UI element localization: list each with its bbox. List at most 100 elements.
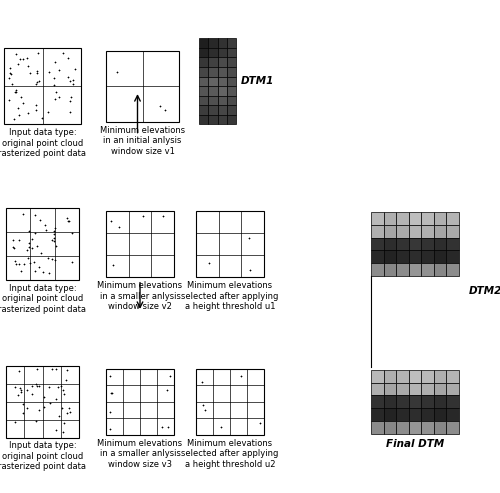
- Bar: [6, 209, 79, 280]
- Bar: [218, 38, 227, 48]
- Bar: [446, 395, 459, 408]
- Text: Input data type:
original point cloud
rasterized point data: Input data type: original point cloud ra…: [0, 129, 86, 158]
- Bar: [434, 421, 446, 434]
- Bar: [106, 369, 174, 435]
- Bar: [446, 238, 459, 250]
- Bar: [227, 57, 236, 67]
- Text: Final DTM: Final DTM: [386, 439, 444, 449]
- Bar: [227, 106, 236, 115]
- Bar: [218, 115, 227, 124]
- Text: Minimum elevations
selected after applying
a height threshold u1: Minimum elevations selected after applyi…: [182, 281, 278, 311]
- Bar: [408, 421, 421, 434]
- Bar: [434, 250, 446, 263]
- Bar: [208, 67, 218, 76]
- Bar: [227, 48, 236, 57]
- Bar: [421, 421, 434, 434]
- Bar: [218, 67, 227, 76]
- Bar: [208, 76, 218, 86]
- Bar: [396, 225, 409, 238]
- Bar: [408, 383, 421, 395]
- Text: Input data type:
original point cloud
rasterized point data: Input data type: original point cloud ra…: [0, 284, 86, 314]
- Bar: [408, 212, 421, 225]
- Bar: [446, 370, 459, 383]
- Bar: [218, 106, 227, 115]
- Bar: [408, 250, 421, 263]
- Bar: [434, 370, 446, 383]
- Bar: [218, 86, 227, 96]
- Bar: [408, 238, 421, 250]
- Bar: [421, 408, 434, 421]
- Bar: [421, 395, 434, 408]
- Bar: [218, 96, 227, 106]
- Bar: [384, 421, 396, 434]
- Bar: [199, 106, 208, 115]
- Bar: [208, 96, 218, 106]
- Bar: [218, 48, 227, 57]
- Text: DTM1: DTM1: [241, 76, 274, 86]
- Bar: [106, 211, 174, 277]
- Bar: [384, 408, 396, 421]
- Bar: [446, 250, 459, 263]
- Bar: [4, 48, 81, 125]
- Bar: [371, 395, 384, 408]
- Bar: [421, 370, 434, 383]
- Bar: [384, 263, 396, 276]
- Bar: [208, 57, 218, 67]
- Bar: [199, 57, 208, 67]
- Bar: [396, 212, 409, 225]
- Bar: [384, 370, 396, 383]
- Bar: [371, 238, 384, 250]
- Bar: [434, 212, 446, 225]
- Bar: [446, 212, 459, 225]
- Bar: [371, 225, 384, 238]
- Bar: [199, 48, 208, 57]
- Bar: [227, 38, 236, 48]
- Bar: [199, 96, 208, 106]
- Bar: [434, 395, 446, 408]
- Bar: [421, 238, 434, 250]
- Bar: [227, 115, 236, 124]
- Bar: [227, 76, 236, 86]
- Bar: [408, 408, 421, 421]
- Bar: [421, 225, 434, 238]
- Bar: [199, 86, 208, 96]
- Bar: [208, 38, 218, 48]
- Bar: [446, 225, 459, 238]
- Bar: [227, 86, 236, 96]
- Bar: [6, 366, 79, 438]
- Bar: [199, 67, 208, 76]
- Bar: [371, 263, 384, 276]
- Bar: [434, 263, 446, 276]
- Bar: [371, 421, 384, 434]
- Bar: [446, 421, 459, 434]
- Bar: [218, 57, 227, 67]
- Text: Minimum elevations
in an initial anlysis
window size v1: Minimum elevations in an initial anlysis…: [100, 126, 185, 156]
- Bar: [408, 370, 421, 383]
- Bar: [396, 408, 409, 421]
- Bar: [384, 238, 396, 250]
- Bar: [384, 383, 396, 395]
- Bar: [396, 263, 409, 276]
- Bar: [208, 106, 218, 115]
- Bar: [208, 86, 218, 96]
- Bar: [371, 408, 384, 421]
- Bar: [421, 250, 434, 263]
- Bar: [396, 383, 409, 395]
- Bar: [396, 250, 409, 263]
- Bar: [196, 369, 264, 435]
- Bar: [446, 383, 459, 395]
- Bar: [384, 395, 396, 408]
- Bar: [199, 38, 208, 48]
- Bar: [396, 370, 409, 383]
- Bar: [396, 395, 409, 408]
- Bar: [208, 115, 218, 124]
- Text: Minimum elevations
in a smaller anlysis
window size v2: Minimum elevations in a smaller anlysis …: [98, 281, 182, 311]
- Text: DTM2: DTM2: [469, 286, 500, 296]
- Bar: [434, 238, 446, 250]
- Bar: [384, 225, 396, 238]
- Bar: [408, 395, 421, 408]
- Bar: [434, 383, 446, 395]
- Bar: [421, 212, 434, 225]
- Text: Minimum elevations
in a smaller anlysis
window size v3: Minimum elevations in a smaller anlysis …: [98, 439, 182, 469]
- Bar: [199, 115, 208, 124]
